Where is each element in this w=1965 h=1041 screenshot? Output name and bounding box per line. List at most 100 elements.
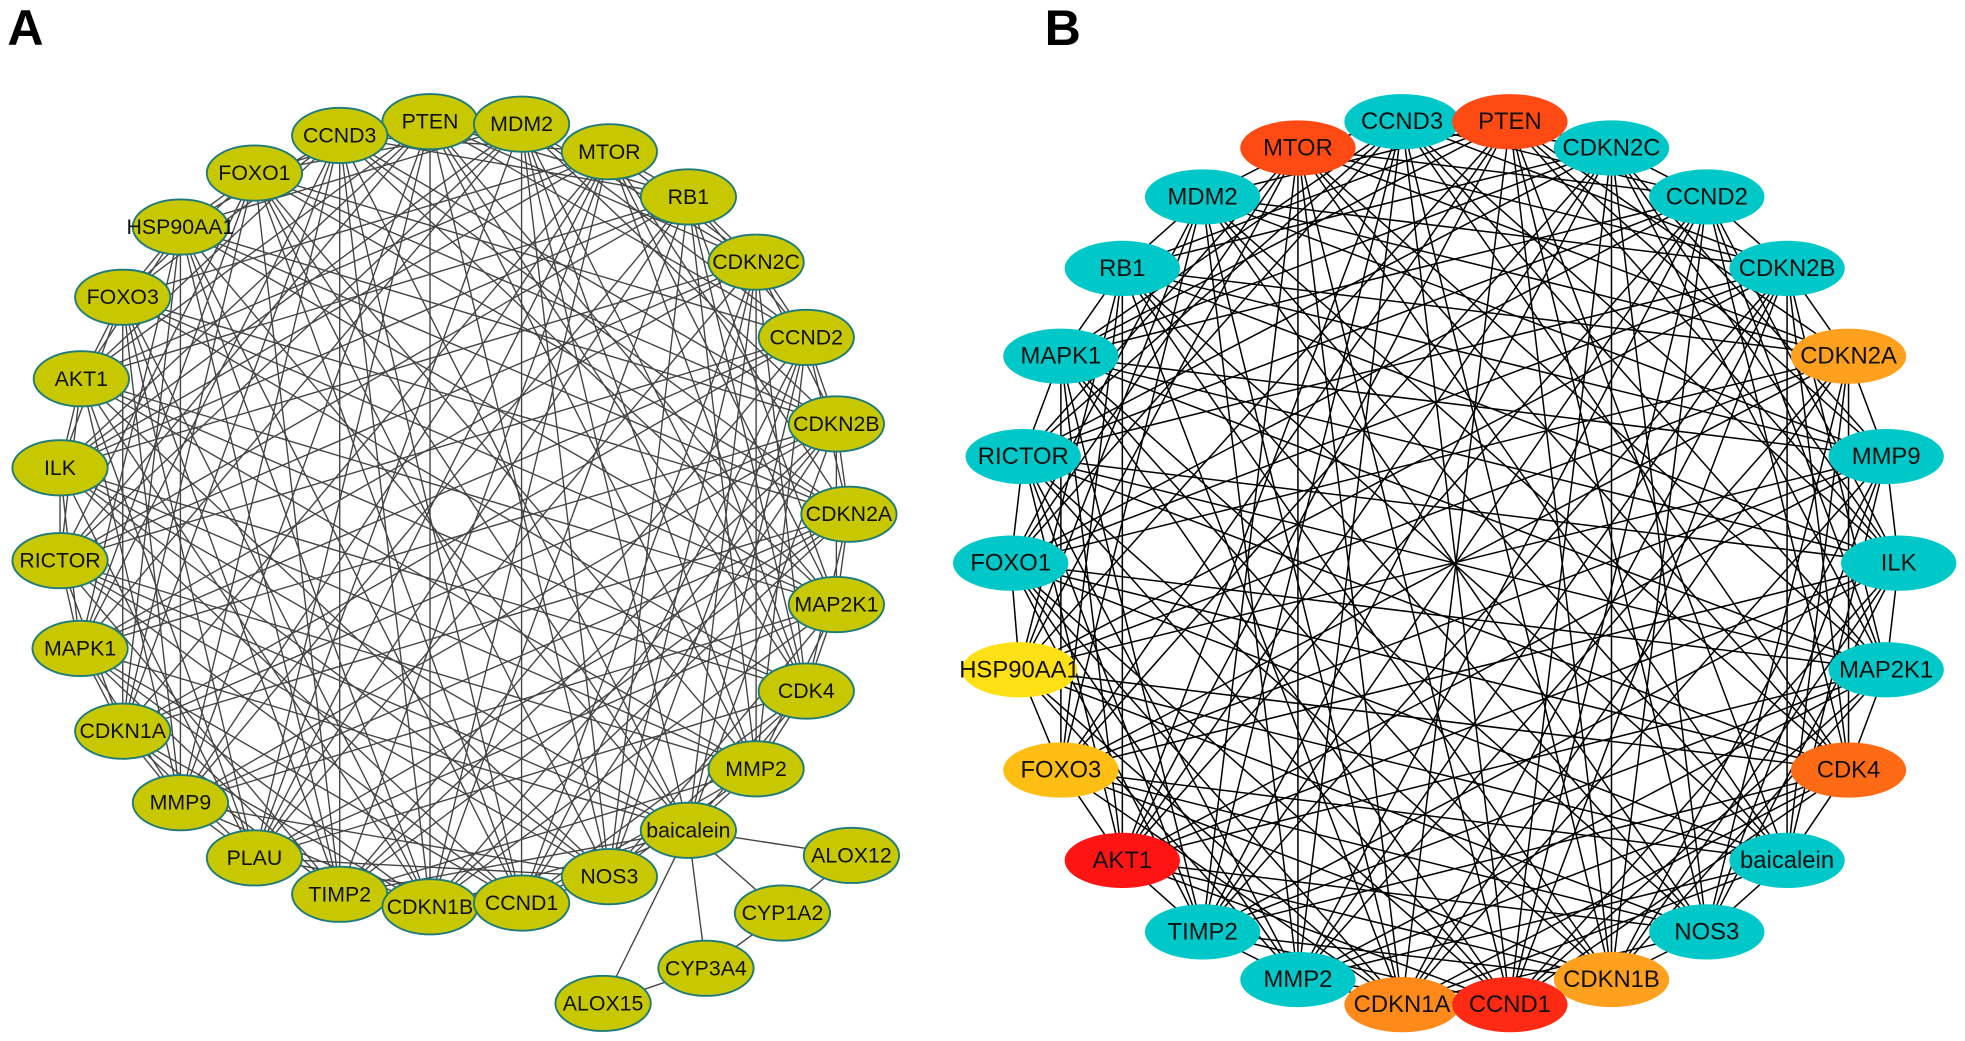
node-cdk4[interactable]: CDK4: [1790, 742, 1907, 798]
node-mdm2[interactable]: MDM2: [472, 95, 571, 153]
edge-ILK-CDKN1B: [1610, 562, 1900, 980]
edge-FOXO3-baicalein: [1060, 769, 1788, 862]
edge-RB1-PLAU: [253, 196, 689, 859]
node-ccnd3[interactable]: CCND3: [1344, 94, 1460, 150]
node-nos3[interactable]: NOS3: [560, 848, 658, 906]
node-label: NOS3: [1674, 918, 1739, 945]
node-map2k1[interactable]: MAP2K1: [787, 575, 885, 634]
node-cdkn2b[interactable]: CDKN2B: [1729, 240, 1845, 296]
edge-MTOR-HSP90AA1: [1018, 147, 1299, 671]
edge-MAPK1-baicalein: [79, 647, 689, 831]
edge-MAPK1-NOS3: [1060, 355, 1708, 933]
node-foxo1[interactable]: FOXO1: [205, 144, 304, 202]
edge-PTEN-ILK: [59, 121, 431, 469]
node-ilk[interactable]: ILK: [1841, 535, 1957, 591]
node-label: HSP90AA1: [127, 215, 235, 239]
edge-CDKN2B-TIMP2: [339, 423, 837, 895]
edge-CDKN2C-CCND1: [1509, 147, 1613, 1005]
node-ccnd3[interactable]: CCND3: [291, 106, 389, 164]
node-ccnd1[interactable]: CCND1: [1452, 977, 1568, 1033]
node-rb1[interactable]: RB1: [639, 168, 737, 226]
edge-AKT1-CDK4: [81, 378, 807, 692]
edge-MTOR-CDKN2A: [1297, 147, 1849, 357]
edge-CDKN2A-CDKN1B: [429, 513, 850, 908]
node-timp2[interactable]: TIMP2: [1144, 904, 1261, 960]
node-rictor[interactable]: RICTOR: [965, 428, 1081, 485]
node-ccnd1[interactable]: CCND1: [472, 874, 571, 932]
node-foxo3[interactable]: FOXO3: [74, 268, 172, 326]
node-shape: [560, 848, 658, 906]
edge-MAP2K1-AKT1: [1122, 669, 1887, 862]
node-plau[interactable]: PLAU: [205, 829, 304, 887]
node-mapk1[interactable]: MAPK1: [31, 619, 129, 677]
node-pten[interactable]: PTEN: [381, 93, 479, 151]
node-cdk4[interactable]: CDK4: [757, 662, 855, 720]
edge-MAPK1-MMP9: [1060, 355, 1887, 458]
node-mmp9[interactable]: MMP9: [131, 774, 230, 832]
node-cdkn2c[interactable]: CDKN2C: [1553, 120, 1670, 176]
node-foxo3[interactable]: FOXO3: [1003, 742, 1119, 798]
edge-AKT1-MMP2: [80, 378, 757, 770]
node-mtor[interactable]: MTOR: [1240, 120, 1356, 176]
edge-AKT1-CDKN1B: [1122, 859, 1612, 981]
edge-CCND3-MMP9: [179, 135, 341, 803]
node-cdkn1b[interactable]: CDKN1B: [1553, 951, 1670, 1008]
node-pten[interactable]: PTEN: [1452, 94, 1568, 150]
node-akt1[interactable]: AKT1: [1064, 832, 1181, 888]
node-cdkn1a[interactable]: CDKN1A: [74, 702, 172, 760]
node-rb1[interactable]: RB1: [1064, 240, 1181, 296]
node-hsp90aa1[interactable]: HSP90AA1: [959, 642, 1080, 698]
node-nos3[interactable]: NOS3: [1649, 904, 1765, 960]
edge-RB1-ILK: [59, 196, 689, 469]
node-mtor[interactable]: MTOR: [560, 123, 658, 181]
edge-CDK4-TIMP2: [1202, 769, 1849, 933]
edge-HSP90AA1-CDK4: [1019, 669, 1849, 771]
node-cdkn2c[interactable]: CDKN2C: [707, 233, 805, 291]
node-hsp90aa1[interactable]: HSP90AA1: [127, 198, 235, 256]
edge-CDKN2B-MAPK1: [79, 423, 837, 650]
node-alox12[interactable]: ALOX12: [802, 826, 901, 884]
edge-RB1-MMP9: [1122, 267, 1887, 458]
edge-baicalein-ALOX15: [602, 829, 690, 1004]
node-rictor[interactable]: RICTOR: [11, 532, 109, 590]
node-mapk1[interactable]: MAPK1: [1003, 328, 1119, 384]
node-label: CDKN1B: [1563, 966, 1660, 993]
edge-CDKN2C-ILK: [1610, 147, 1900, 564]
edge-MAPK1-ILK: [1060, 355, 1899, 564]
node-mmp9[interactable]: MMP9: [1828, 428, 1944, 485]
node-shape: [560, 123, 658, 181]
node-ccnd2[interactable]: CCND2: [757, 308, 855, 366]
node-shape: [472, 874, 571, 932]
edge-ILK-NOS3: [59, 467, 610, 878]
edge-ILK-CDK4: [59, 467, 807, 692]
edge-PTEN-MMP9: [1509, 121, 1887, 458]
node-map2k1[interactable]: MAP2K1: [1828, 642, 1944, 698]
node-mdm2[interactable]: MDM2: [1144, 169, 1261, 225]
node-mmp2[interactable]: MMP2: [707, 740, 805, 798]
node-baicalein[interactable]: baicalein: [1729, 832, 1845, 888]
node-cdkn1b[interactable]: CDKN1B: [381, 878, 479, 936]
node-shape: [1344, 94, 1460, 150]
node-cyp1a2[interactable]: CYP1A2: [733, 884, 832, 942]
node-foxo1[interactable]: FOXO1: [953, 535, 1069, 591]
node-akt1[interactable]: AKT1: [32, 350, 130, 408]
node-mmp2[interactable]: MMP2: [1240, 951, 1356, 1008]
node-cdkn2a[interactable]: CDKN2A: [1790, 328, 1907, 384]
node-cdkn1a[interactable]: CDKN1A: [1344, 977, 1460, 1033]
edge-MAP2K1-PLAU: [254, 603, 837, 859]
node-ccnd2[interactable]: CCND2: [1649, 169, 1765, 225]
edge-CCND2-RICTOR: [1022, 196, 1708, 458]
edge-CDK4-PLAU: [254, 690, 807, 859]
edge-CDKN2A-HSP90AA1: [1019, 355, 1849, 671]
node-alox15[interactable]: ALOX15: [554, 974, 652, 1032]
node-cdkn2b[interactable]: CDKN2B: [787, 395, 885, 453]
node-cdkn2a[interactable]: CDKN2A: [800, 485, 898, 543]
node-label: RICTOR: [19, 549, 100, 573]
edge-FOXO3-CDKN1B: [1060, 769, 1612, 981]
node-cyp3a4[interactable]: CYP3A4: [657, 939, 755, 997]
node-ilk[interactable]: ILK: [11, 439, 109, 497]
node-shape: [1144, 904, 1261, 960]
node-baicalein[interactable]: baicalein: [639, 801, 737, 859]
node-timp2[interactable]: TIMP2: [291, 865, 389, 923]
edge-MAPK1-TIMP2: [1060, 356, 1204, 933]
